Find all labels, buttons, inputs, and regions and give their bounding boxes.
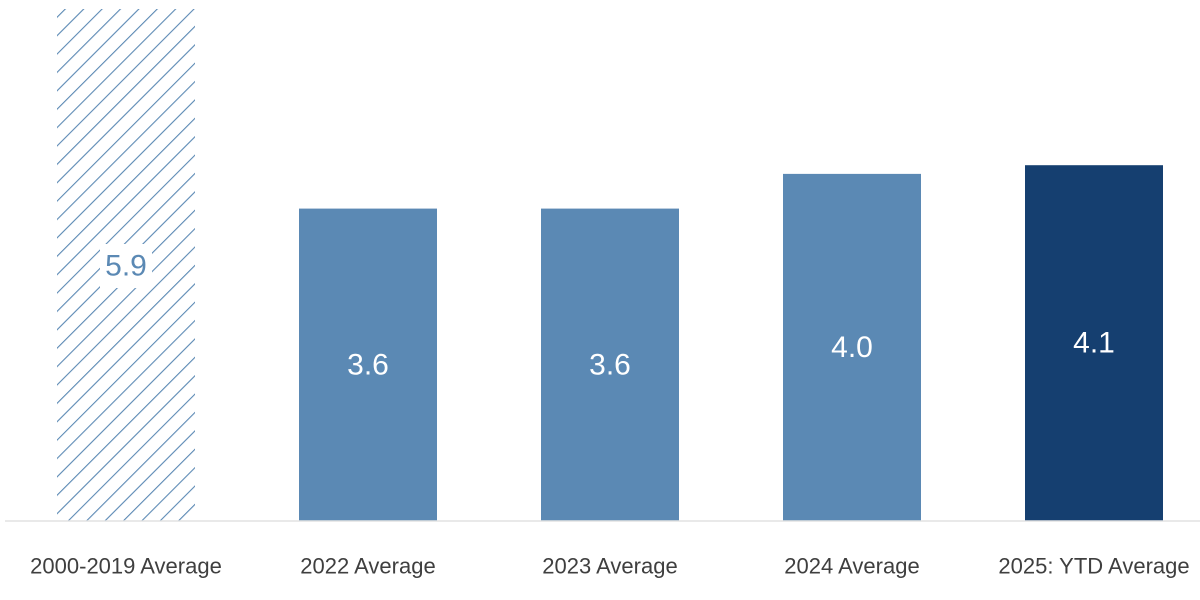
- x-tick-label-0: 2000-2019 Average: [30, 554, 222, 579]
- x-tick-label-1: 2022 Average: [300, 554, 435, 579]
- bar-1: [299, 208, 437, 522]
- bar-4: [1025, 165, 1163, 522]
- value-label-background-0: [100, 244, 152, 288]
- bars-group: [57, 9, 1163, 522]
- value-labels-group: 5.9 3.6 3.6 4.0 4.1: [100, 244, 1115, 381]
- value-label-2: 3.6: [589, 348, 631, 381]
- bar-2: [541, 208, 679, 522]
- x-tick-label-3: 2024 Average: [784, 554, 919, 579]
- value-label-3: 4.0: [831, 331, 873, 364]
- value-label-0: 5.9: [105, 250, 147, 283]
- value-label-4: 4.1: [1073, 327, 1115, 360]
- x-tick-label-4: 2025: YTD Average: [998, 554, 1189, 579]
- x-tick-labels-group: 2000-2019 Average 2022 Average 2023 Averag…: [30, 554, 1189, 579]
- x-tick-label-2: 2023 Average: [542, 554, 677, 579]
- bar-3: [783, 173, 921, 522]
- value-label-1: 3.6: [347, 348, 389, 381]
